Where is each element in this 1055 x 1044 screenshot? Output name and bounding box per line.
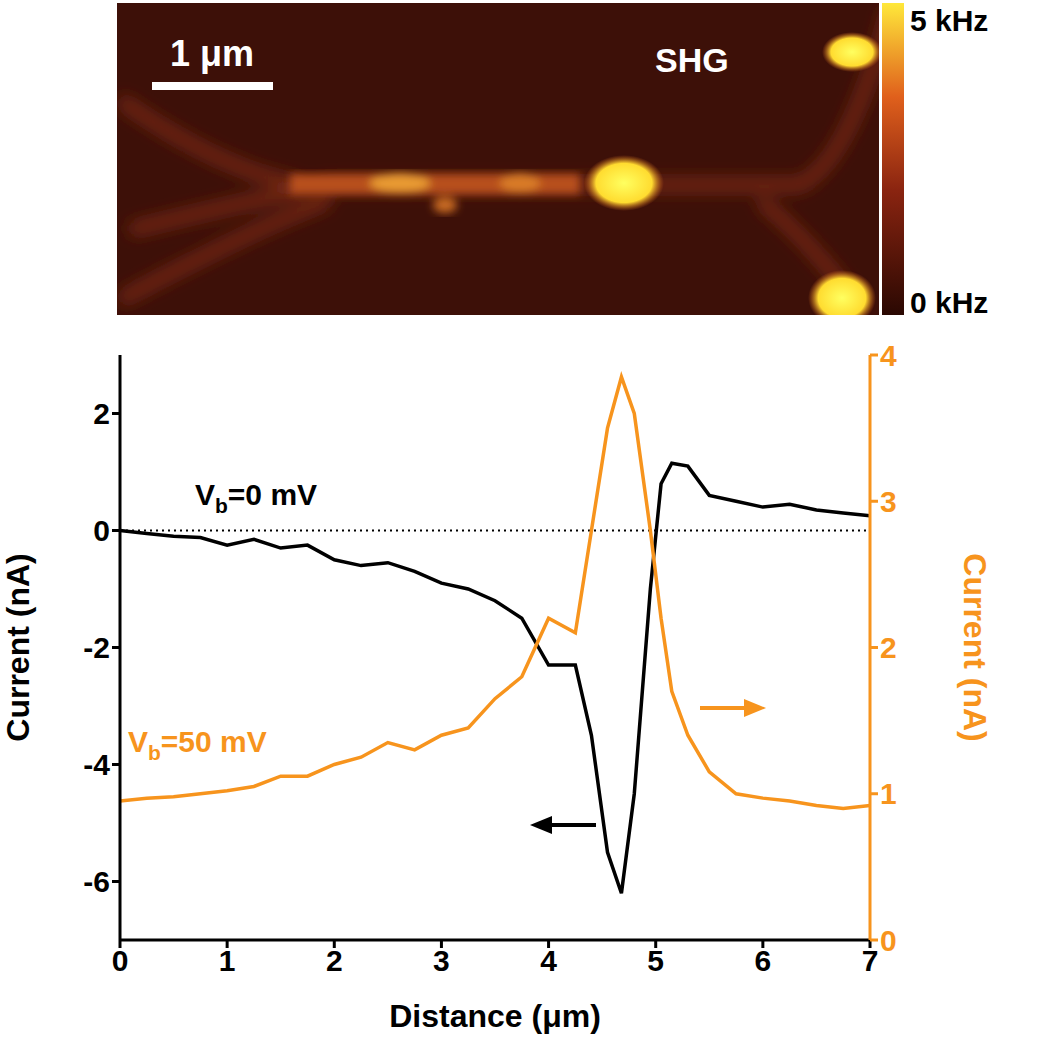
svg-text:3: 3 xyxy=(433,944,450,977)
svg-text:5 kHz: 5 kHz xyxy=(910,4,988,37)
svg-text:Current (nA): Current (nA) xyxy=(957,553,993,741)
svg-text:3: 3 xyxy=(880,485,897,518)
svg-text:0: 0 xyxy=(880,924,897,957)
svg-text:2: 2 xyxy=(880,631,897,664)
svg-text:0 kHz: 0 kHz xyxy=(910,286,988,319)
svg-text:4: 4 xyxy=(540,944,557,977)
svg-text:6: 6 xyxy=(755,944,772,977)
svg-text:2: 2 xyxy=(93,397,110,430)
svg-text:SHG: SHG xyxy=(655,41,729,79)
svg-text:0: 0 xyxy=(112,944,129,977)
svg-text:Vb=0 mV: Vb=0 mV xyxy=(195,478,317,517)
svg-text:0: 0 xyxy=(93,514,110,547)
svg-text:1: 1 xyxy=(880,777,897,810)
svg-text:1 μm: 1 μm xyxy=(170,33,254,74)
svg-text:-4: -4 xyxy=(83,748,110,781)
svg-text:2: 2 xyxy=(326,944,343,977)
svg-text:1: 1 xyxy=(219,944,236,977)
svg-text:Distance (μm): Distance (μm) xyxy=(389,998,601,1034)
svg-text:4: 4 xyxy=(880,339,897,372)
svg-text:7: 7 xyxy=(862,944,879,977)
svg-text:-6: -6 xyxy=(83,865,110,898)
svg-text:Current (nA): Current (nA) xyxy=(0,553,36,741)
svg-text:-2: -2 xyxy=(83,631,110,664)
svg-text:5: 5 xyxy=(647,944,664,977)
svg-text:Vb=50 mV: Vb=50 mV xyxy=(128,725,267,764)
